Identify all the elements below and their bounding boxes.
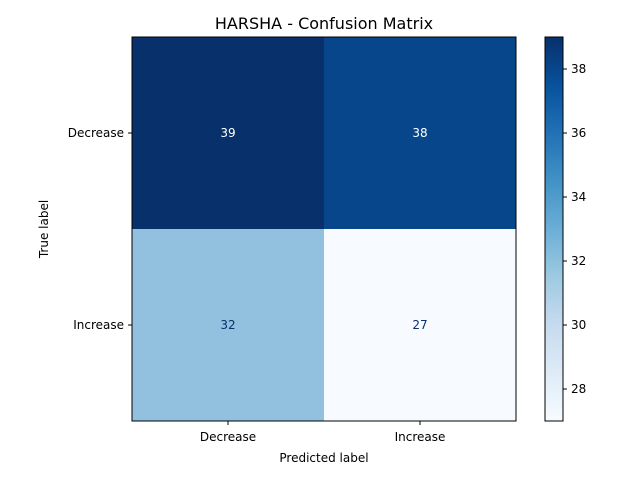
heatmap-cell-1-1 [324,229,516,421]
colorbar [544,36,564,422]
x-tick-label-1: Increase [395,430,446,444]
x-tick-label-0: Decrease [200,430,256,444]
y-axis-label: True label [37,200,51,259]
y-tick-label-1: Increase [73,318,124,332]
y-tick-label-0: Decrease [68,126,124,140]
heatmap-cell-0-1 [324,37,516,229]
heatmap-cell-0-0 [132,37,324,229]
y-axis-ticks: Decrease Increase [68,126,132,332]
colorbar-tick-label-2: 32 [571,254,586,268]
x-axis-label: Predicted label [279,451,368,465]
colorbar-ticks: 28 30 32 34 36 38 [563,62,586,396]
colorbar-tick-label-5: 38 [571,62,586,76]
cell-value-0-0: 39 [220,126,235,140]
cell-value-1-1: 27 [412,318,427,332]
heatmap-cell-1-0 [132,229,324,421]
colorbar-tick-label-4: 36 [571,126,586,140]
cell-value-0-1: 38 [412,126,427,140]
x-axis-ticks: Decrease Increase [200,421,446,444]
chart-title: HARSHA - Confusion Matrix [215,14,433,33]
cell-value-labels: 39 38 32 27 [220,126,427,332]
cell-value-1-0: 32 [220,318,235,332]
heatmap-cells [132,37,516,421]
plot-frame [131,36,517,422]
colorbar-tick-label-3: 34 [571,190,586,204]
colorbar-tick-label-0: 28 [571,382,586,396]
colorbar-tick-label-1: 30 [571,318,586,332]
